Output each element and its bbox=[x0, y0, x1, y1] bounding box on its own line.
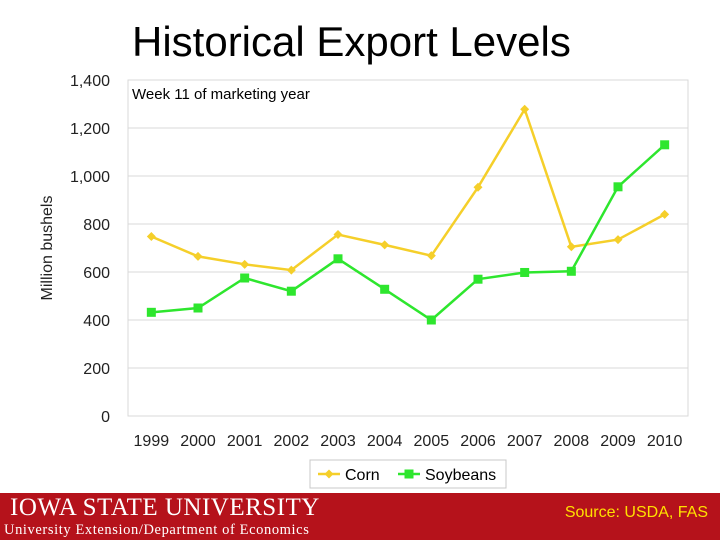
corn-point bbox=[520, 104, 530, 114]
x-tick-label: 2003 bbox=[320, 433, 356, 450]
series-soybeans bbox=[146, 140, 670, 325]
university-logo: IOWA STATE UNIVERSITY bbox=[10, 494, 320, 521]
soybeans-point bbox=[146, 307, 156, 317]
series-layer bbox=[146, 104, 670, 325]
soybeans-point bbox=[566, 266, 576, 276]
soybeans-point bbox=[473, 274, 483, 284]
soybeans-line bbox=[151, 143, 666, 322]
soybeans-point bbox=[333, 254, 343, 264]
x-tick-label: 2007 bbox=[507, 433, 543, 450]
corn-line bbox=[150, 106, 666, 272]
x-tick-label: 2006 bbox=[460, 433, 496, 450]
x-tick-label: 2000 bbox=[180, 433, 216, 450]
footer-bar: IOWA STATE UNIVERSITY University Extensi… bbox=[0, 493, 720, 540]
x-tick-label: 2009 bbox=[600, 433, 636, 450]
y-tick-label: 800 bbox=[83, 217, 110, 234]
legend-corn-marker bbox=[324, 469, 334, 479]
x-tick-label: 2010 bbox=[647, 433, 683, 450]
x-tick-label: 2004 bbox=[367, 433, 403, 450]
soybeans-point bbox=[660, 140, 670, 150]
legend: Corn Soybeans bbox=[309, 459, 507, 489]
series-corn bbox=[146, 104, 670, 275]
x-tick-label: 2005 bbox=[414, 433, 450, 450]
soybeans-point bbox=[520, 267, 530, 277]
corn-point bbox=[380, 240, 390, 250]
x-tick-label: 2002 bbox=[274, 433, 310, 450]
soybeans-point bbox=[613, 182, 623, 192]
legend-soybeans-marker bbox=[404, 469, 414, 479]
corn-point bbox=[566, 242, 576, 252]
soybeans-point bbox=[286, 286, 296, 296]
y-axis-label: Million bushels bbox=[39, 196, 56, 301]
x-tick-label: 1999 bbox=[134, 433, 170, 450]
department-text: University Extension/Department of Econo… bbox=[4, 522, 310, 538]
soybeans-point bbox=[240, 273, 250, 283]
y-tick-label: 0 bbox=[101, 409, 110, 426]
source-text: Source: USDA, FAS bbox=[564, 504, 708, 521]
gridlines bbox=[128, 79, 688, 417]
plot-area bbox=[127, 79, 689, 417]
soybeans-point bbox=[193, 303, 203, 313]
legend-box bbox=[309, 459, 507, 489]
y-tick-label: 200 bbox=[83, 361, 110, 378]
chart-subtitle: Week 11 of marketing year bbox=[132, 86, 310, 103]
corn-point bbox=[473, 182, 483, 192]
corn-point bbox=[240, 259, 250, 269]
y-tick-label: 1,200 bbox=[70, 121, 110, 138]
y-tick-label: 1,400 bbox=[70, 73, 110, 90]
x-tick-label: 2001 bbox=[227, 433, 263, 450]
y-tick-label: 1,000 bbox=[70, 169, 110, 186]
y-axis-tick-labels: 0 200 400 600 800 1,000 1,200 1,400 bbox=[70, 73, 110, 426]
soybeans-point bbox=[426, 315, 436, 325]
corn-point bbox=[333, 230, 343, 240]
x-axis-tick-labels: 1999 2000 2001 2002 2003 2004 2005 2006 2007 2008… bbox=[134, 433, 683, 450]
corn-point bbox=[146, 231, 156, 241]
corn-point bbox=[613, 235, 623, 245]
soybeans-point bbox=[380, 284, 390, 294]
y-tick-label: 600 bbox=[83, 265, 110, 282]
corn-point bbox=[286, 265, 296, 275]
corn-point bbox=[426, 251, 436, 261]
x-tick-label: 2008 bbox=[554, 433, 590, 450]
legend-corn-label: Corn bbox=[345, 467, 380, 484]
line-chart: 0 200 400 600 800 1,000 1,200 1,400 1999 2000 200… bbox=[39, 73, 689, 489]
slide-title: Historical Export Levels bbox=[132, 18, 571, 65]
corn-point bbox=[193, 251, 203, 261]
corn-point bbox=[660, 209, 670, 219]
y-tick-label: 400 bbox=[83, 313, 110, 330]
legend-soybeans-label: Soybeans bbox=[425, 467, 496, 484]
